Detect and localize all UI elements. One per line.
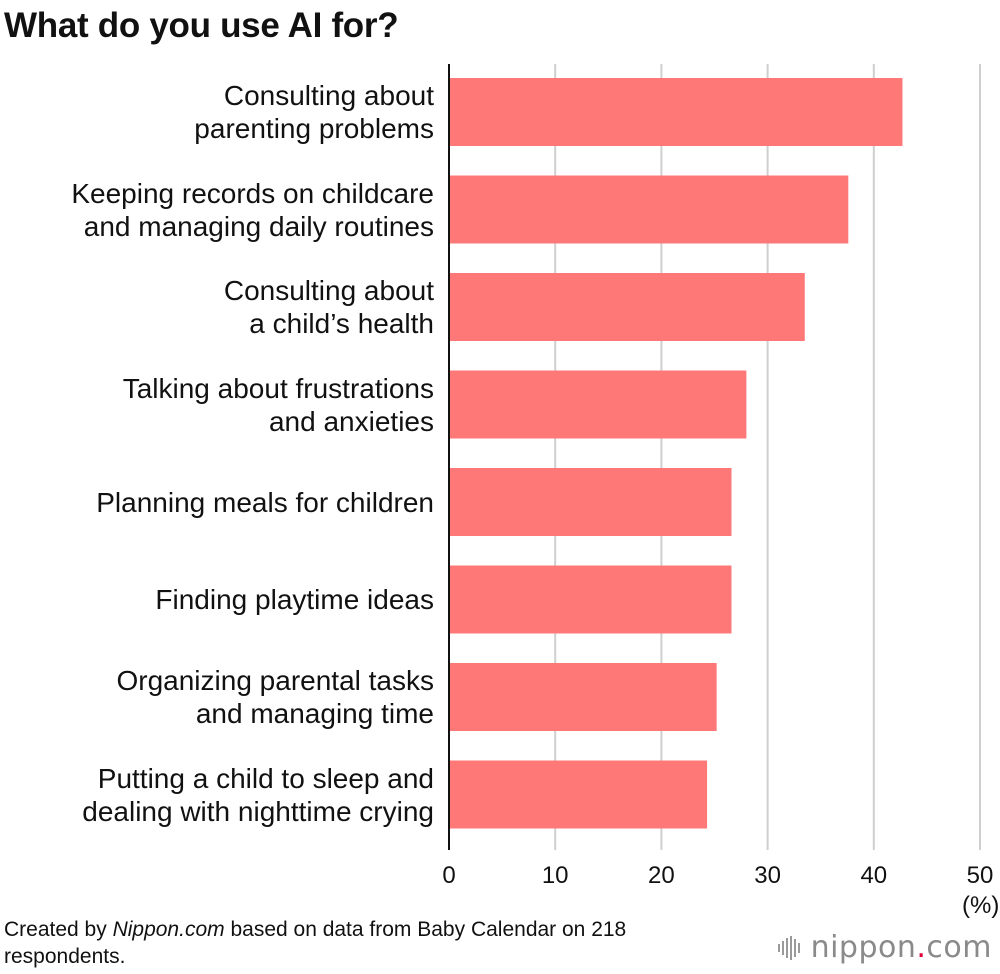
source-publisher: Nippon.com xyxy=(112,918,225,941)
tick-label-50: 50 xyxy=(966,862,994,889)
category-label-4: Planning meals for children xyxy=(96,486,434,518)
bar-4 xyxy=(449,468,732,536)
category-label-1: Keeping records on childcare and managin… xyxy=(71,177,434,242)
bar-3 xyxy=(449,370,747,439)
brand-tld: com xyxy=(926,930,992,965)
bar-0 xyxy=(449,78,903,146)
category-label-0: Consulting about parenting problems xyxy=(194,80,434,144)
brand-name: nippon xyxy=(810,930,917,965)
brand-logo: nippon. com xyxy=(777,930,992,965)
brand-dot: . xyxy=(916,930,927,965)
bar-1 xyxy=(449,175,849,244)
tick-label-30: 30 xyxy=(754,862,781,889)
source-note: Created by Nippon.com based on data from… xyxy=(4,916,704,970)
category-label-5: Finding playtime ideas xyxy=(155,584,434,615)
x-axis-unit: (%) xyxy=(962,892,1000,919)
source-prefix: Created by xyxy=(4,918,113,941)
tick-label-40: 40 xyxy=(860,862,888,889)
category-label-3: Talking about frustrations and anxieties xyxy=(122,372,434,437)
bar-2 xyxy=(449,273,805,341)
soundwave-icon xyxy=(777,935,800,960)
tick-label-10: 10 xyxy=(541,862,569,889)
bar-7 xyxy=(449,760,708,829)
bar-6 xyxy=(449,663,717,731)
chart-title: What do you use AI for? xyxy=(4,6,399,45)
category-label-2: Consulting about a child’s health xyxy=(223,275,434,339)
category-label-6: Organizing parental tasks and managing t… xyxy=(116,665,434,729)
tick-label-20: 20 xyxy=(648,862,675,889)
category-label-7: Putting a child to sleep and dealing wit… xyxy=(82,762,434,827)
source-suffix: based on data from Baby Calendar on 218 … xyxy=(4,918,627,968)
tick-label-0: 0 xyxy=(442,862,456,889)
bar-5 xyxy=(449,565,732,634)
